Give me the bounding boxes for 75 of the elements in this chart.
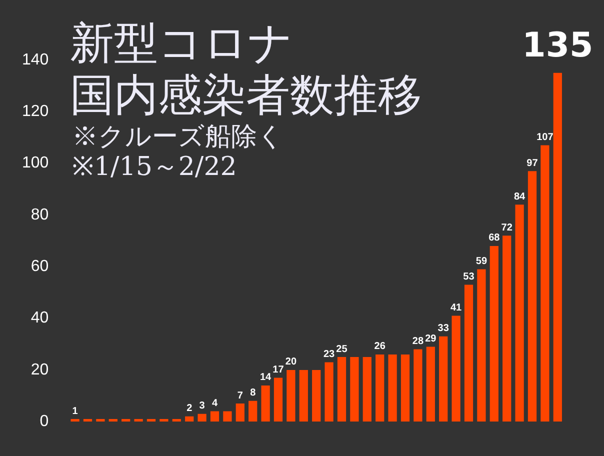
bar	[160, 419, 168, 422]
data-label: 53	[463, 271, 475, 282]
bar	[376, 354, 384, 422]
y-tick-label: 140	[22, 51, 49, 68]
data-label: 8	[250, 388, 256, 399]
bar	[210, 411, 220, 422]
y-tick-label: 40	[30, 310, 49, 327]
data-label: 107	[536, 132, 554, 143]
bar	[528, 171, 537, 422]
bar	[388, 354, 397, 422]
data-label: 28	[412, 336, 424, 348]
bar	[350, 357, 359, 422]
data-label: 29	[425, 333, 437, 344]
data-label: 4	[212, 398, 218, 410]
bar	[553, 72, 562, 422]
data-label: 84	[514, 191, 526, 202]
bar	[198, 414, 206, 422]
bar	[312, 370, 321, 422]
bar	[122, 419, 130, 422]
bar	[452, 316, 460, 422]
bar	[108, 419, 118, 422]
data-label: 59	[476, 256, 488, 267]
bar	[185, 416, 194, 422]
bar	[299, 370, 308, 422]
bar	[362, 357, 372, 422]
annotation: ※1/15～2/22	[72, 152, 238, 182]
data-label: 7	[237, 390, 244, 402]
bar	[477, 269, 486, 422]
y-tick-label: 120	[22, 103, 49, 120]
chart-title: 新型コロナ	[70, 18, 294, 70]
data-label: 97	[526, 158, 538, 169]
bar	[286, 370, 296, 422]
bar	[96, 419, 105, 422]
chart-subtitle: 国内感染者数推移	[70, 70, 422, 122]
bar	[502, 236, 512, 422]
annotation: ※クルーズ船除く	[72, 122, 284, 152]
bar	[540, 145, 550, 422]
bar	[439, 336, 448, 422]
data-label: 25	[336, 344, 348, 355]
y-tick-label: 80	[30, 206, 49, 224]
bar	[70, 419, 80, 422]
bar	[337, 357, 346, 422]
bar	[172, 419, 181, 422]
y-tick-label: 0	[40, 413, 49, 430]
bar	[515, 204, 524, 422]
data-label: 20	[285, 356, 297, 368]
bar	[146, 419, 156, 422]
data-label: 68	[488, 232, 500, 244]
data-label: 2	[186, 403, 193, 414]
bar	[324, 362, 334, 422]
bar	[223, 411, 232, 422]
data-label: 33	[438, 323, 450, 334]
bar	[490, 246, 498, 422]
data-label: 72	[501, 222, 513, 234]
data-label: 1	[72, 406, 78, 417]
bar	[261, 385, 270, 422]
bar	[274, 378, 283, 422]
bar	[464, 284, 474, 422]
data-label: 14	[260, 372, 272, 384]
bar	[83, 419, 92, 422]
data-label: 135	[522, 26, 594, 66]
bar	[414, 349, 422, 422]
bar	[426, 346, 435, 422]
bar	[134, 419, 143, 422]
bar	[400, 354, 410, 422]
data-label: 3	[199, 400, 206, 412]
data-label: 23	[323, 348, 336, 360]
data-label: 26	[374, 341, 386, 352]
data-label: 41	[450, 302, 462, 314]
data-label: 17	[272, 364, 284, 376]
y-tick-label: 100	[22, 154, 49, 172]
y-tick-label: 20	[30, 361, 49, 378]
y-tick-label: 60	[30, 258, 49, 276]
bar	[236, 404, 244, 422]
bar	[248, 400, 258, 422]
